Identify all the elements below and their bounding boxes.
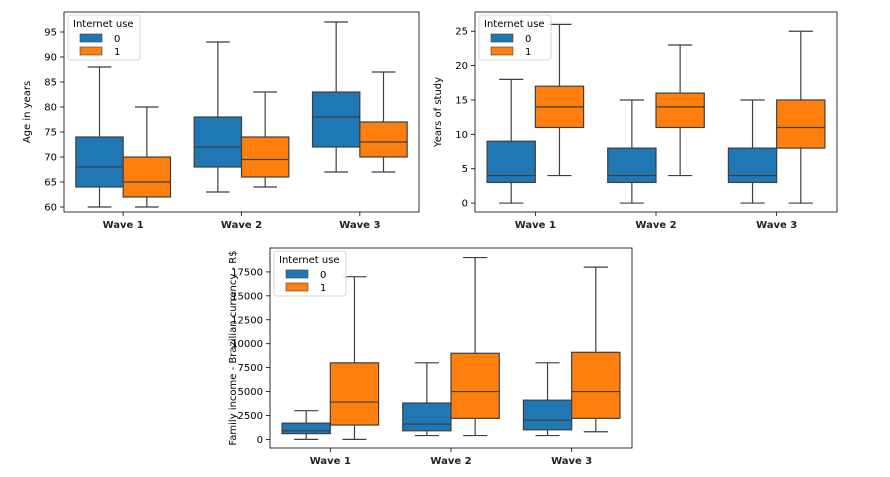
legend-title: Internet use xyxy=(279,255,340,266)
box-body xyxy=(450,352,500,419)
y-tick-label: 70 xyxy=(44,153,57,164)
chart-panel-1: 60 65 70 75 80 85 90 95 Wave 1 Wave 2 Wave 3 Age in… xyxy=(22,11,420,231)
box-body xyxy=(402,402,452,432)
box-body xyxy=(727,147,778,184)
box-1-wave-2 xyxy=(655,44,705,177)
legend-label-0: 0 xyxy=(320,270,326,281)
box-body xyxy=(122,156,172,198)
y-tick-label: 0 xyxy=(462,199,468,210)
box-0-wave-1 xyxy=(281,410,331,440)
y-axis-label: Age in years xyxy=(22,81,33,143)
y-tick-label: 20 xyxy=(455,61,468,72)
box-1-wave-2 xyxy=(240,91,290,188)
box-body xyxy=(281,422,331,435)
y-tick-label: 75 xyxy=(44,128,57,139)
legend: Internet use 0 1 xyxy=(67,14,141,61)
y-tick-label: 5000 xyxy=(238,387,263,398)
x-category-label: Wave 1 xyxy=(310,456,351,467)
box-body xyxy=(655,92,705,129)
y-tick-label: 25 xyxy=(455,27,468,38)
y-tick-label: 90 xyxy=(44,53,57,64)
box-1-wave-1 xyxy=(534,23,585,177)
x-category-label: Wave 2 xyxy=(430,456,471,467)
box-body xyxy=(329,362,380,426)
legend: Internet use 0 1 xyxy=(478,14,552,61)
legend-label-0: 0 xyxy=(114,34,120,45)
box-1-wave-2 xyxy=(450,256,500,437)
box-0-wave-3 xyxy=(522,362,573,437)
y-tick-label: 7500 xyxy=(238,363,263,374)
y-tick-label: 15 xyxy=(455,95,468,106)
box-body xyxy=(522,399,573,431)
legend-title: Internet use xyxy=(484,19,545,30)
box-1-wave-3 xyxy=(571,266,621,433)
box-body xyxy=(359,121,408,158)
box-1-wave-1 xyxy=(122,106,172,208)
box-body xyxy=(776,99,826,149)
box-0-wave-2 xyxy=(607,99,657,204)
y-tick-label: 12500 xyxy=(231,315,263,326)
legend-title: Internet use xyxy=(73,19,134,30)
legend-swatch-1 xyxy=(285,282,309,292)
y-tick-label: 60 xyxy=(44,203,57,214)
legend-label-1: 1 xyxy=(114,47,120,58)
box-body xyxy=(75,136,124,188)
box-body xyxy=(571,351,621,419)
legend-label-0: 0 xyxy=(525,34,531,45)
y-tick-label: 5 xyxy=(462,164,468,175)
x-category-label: Wave 2 xyxy=(221,220,262,231)
legend-swatch-0 xyxy=(490,33,514,43)
y-tick-label: 85 xyxy=(44,78,57,89)
y-tick-label: 65 xyxy=(44,178,57,189)
box-body xyxy=(240,136,290,178)
box-1-wave-3 xyxy=(776,30,826,204)
legend-swatch-0 xyxy=(285,269,309,279)
legend-swatch-0 xyxy=(79,33,103,43)
box-0-wave-1 xyxy=(486,78,536,204)
legend-label-1: 1 xyxy=(525,47,531,58)
x-category-label: Wave 3 xyxy=(756,220,797,231)
y-tick-label: 10000 xyxy=(231,339,263,350)
box-0-wave-2 xyxy=(193,41,243,193)
x-category-label: Wave 3 xyxy=(551,456,592,467)
y-tick-label: 17500 xyxy=(231,267,263,278)
box-body xyxy=(193,116,243,168)
box-body xyxy=(311,91,361,148)
y-tick-label: 80 xyxy=(44,103,57,114)
y-tick-label: 2500 xyxy=(238,411,263,422)
box-1-wave-3 xyxy=(359,71,408,173)
legend: Internet use 0 1 xyxy=(273,250,347,297)
x-category-label: Wave 2 xyxy=(635,220,676,231)
y-tick-label: 95 xyxy=(44,28,57,39)
box-body xyxy=(607,147,657,184)
legend-label-1: 1 xyxy=(320,283,326,294)
chart-panel-3: 0 2500 5000 7500 10000 12500 15000 17500 Wave 1 W… xyxy=(228,247,633,467)
x-category-label: Wave 3 xyxy=(339,220,380,231)
box-1-wave-1 xyxy=(329,276,380,440)
legend-swatch-1 xyxy=(490,46,514,56)
box-0-wave-3 xyxy=(727,99,778,204)
y-tick-label: 0 xyxy=(257,435,263,446)
legend-swatch-1 xyxy=(79,46,103,56)
y-tick-label: 10 xyxy=(455,130,468,141)
y-axis-label: Years of study xyxy=(433,77,444,148)
y-axis-label: Family income - Brazilian currency - R$ xyxy=(228,250,239,445)
box-0-wave-3 xyxy=(311,21,361,173)
box-body xyxy=(486,140,536,184)
y-tick-label: 15000 xyxy=(231,291,263,302)
x-category-label: Wave 1 xyxy=(103,220,144,231)
box-0-wave-2 xyxy=(402,362,452,437)
x-category-label: Wave 1 xyxy=(515,220,556,231)
box-0-wave-1 xyxy=(75,66,124,208)
